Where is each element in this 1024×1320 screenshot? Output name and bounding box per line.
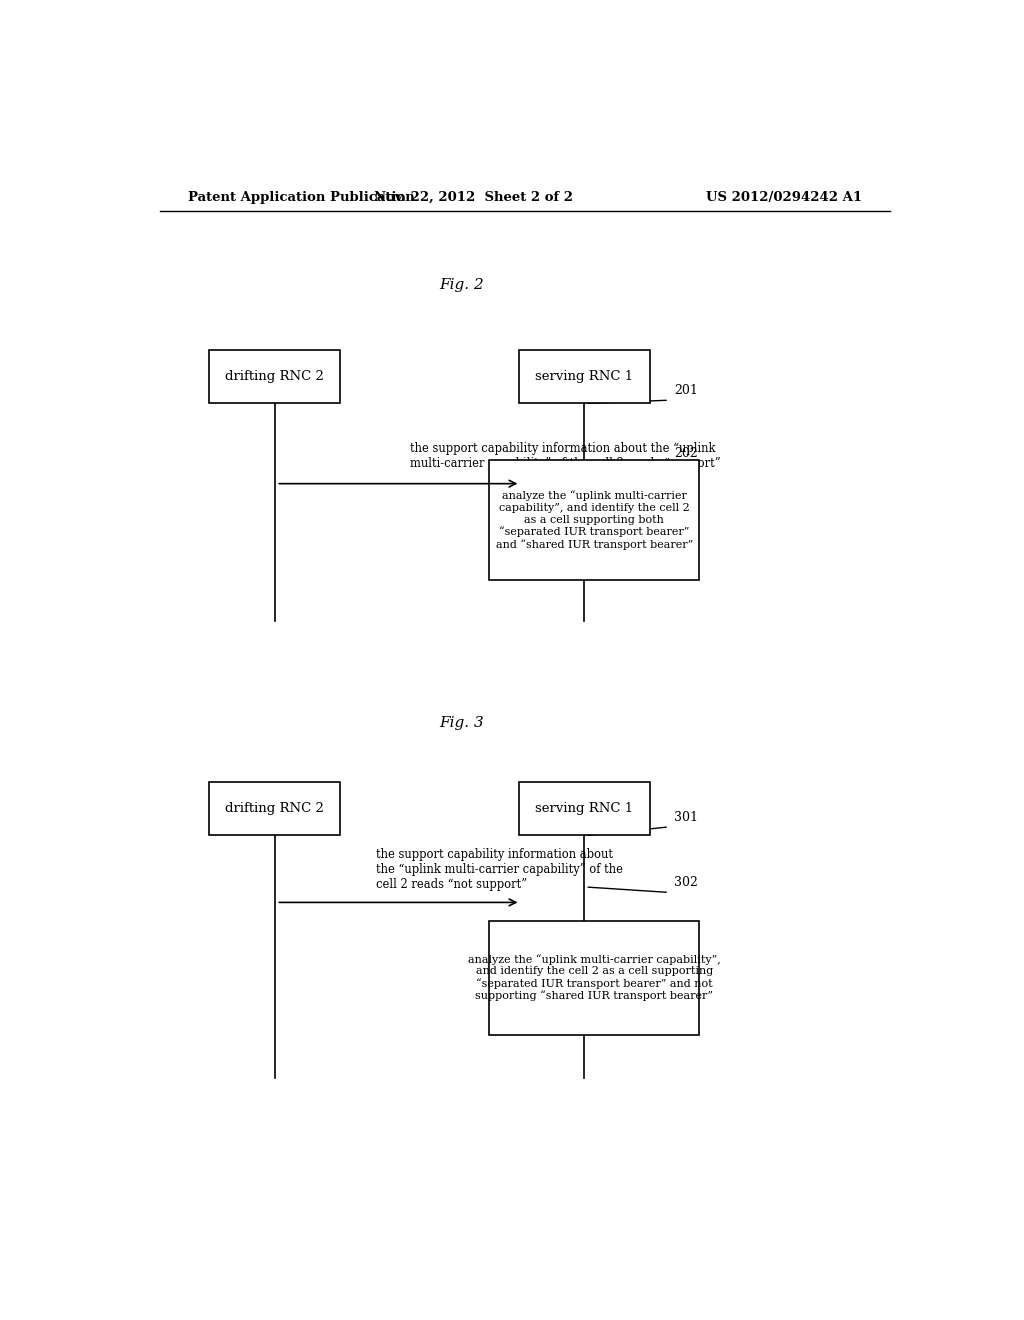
FancyBboxPatch shape bbox=[519, 351, 650, 404]
Text: analyze the “uplink multi-carrier capability”,
and identify the cell 2 as a cell: analyze the “uplink multi-carrier capabi… bbox=[468, 954, 721, 1002]
Text: analyze the “uplink multi-carrier
capability”, and identify the cell 2
as a cell: analyze the “uplink multi-carrier capabi… bbox=[496, 491, 693, 549]
Text: 202: 202 bbox=[674, 446, 697, 459]
Text: Nov. 22, 2012  Sheet 2 of 2: Nov. 22, 2012 Sheet 2 of 2 bbox=[374, 190, 572, 203]
FancyBboxPatch shape bbox=[209, 783, 340, 836]
Text: drifting RNC 2: drifting RNC 2 bbox=[225, 803, 325, 816]
Text: 201: 201 bbox=[674, 384, 698, 396]
Text: Fig. 3: Fig. 3 bbox=[439, 715, 483, 730]
Text: 301: 301 bbox=[674, 810, 698, 824]
Text: Fig. 2: Fig. 2 bbox=[439, 279, 483, 293]
Text: the support capability information about
the “uplink multi-carrier capability” o: the support capability information about… bbox=[377, 849, 624, 891]
FancyBboxPatch shape bbox=[489, 461, 699, 581]
FancyBboxPatch shape bbox=[489, 921, 699, 1035]
Text: serving RNC 1: serving RNC 1 bbox=[536, 803, 634, 816]
FancyBboxPatch shape bbox=[209, 351, 340, 404]
Text: US 2012/0294242 A1: US 2012/0294242 A1 bbox=[706, 190, 862, 203]
Text: the support capability information about the “uplink
multi-carrier capability” o: the support capability information about… bbox=[410, 442, 720, 470]
Text: serving RNC 1: serving RNC 1 bbox=[536, 371, 634, 383]
FancyBboxPatch shape bbox=[519, 783, 650, 836]
Text: drifting RNC 2: drifting RNC 2 bbox=[225, 371, 325, 383]
Text: 302: 302 bbox=[674, 875, 698, 888]
Text: Patent Application Publication: Patent Application Publication bbox=[187, 190, 415, 203]
